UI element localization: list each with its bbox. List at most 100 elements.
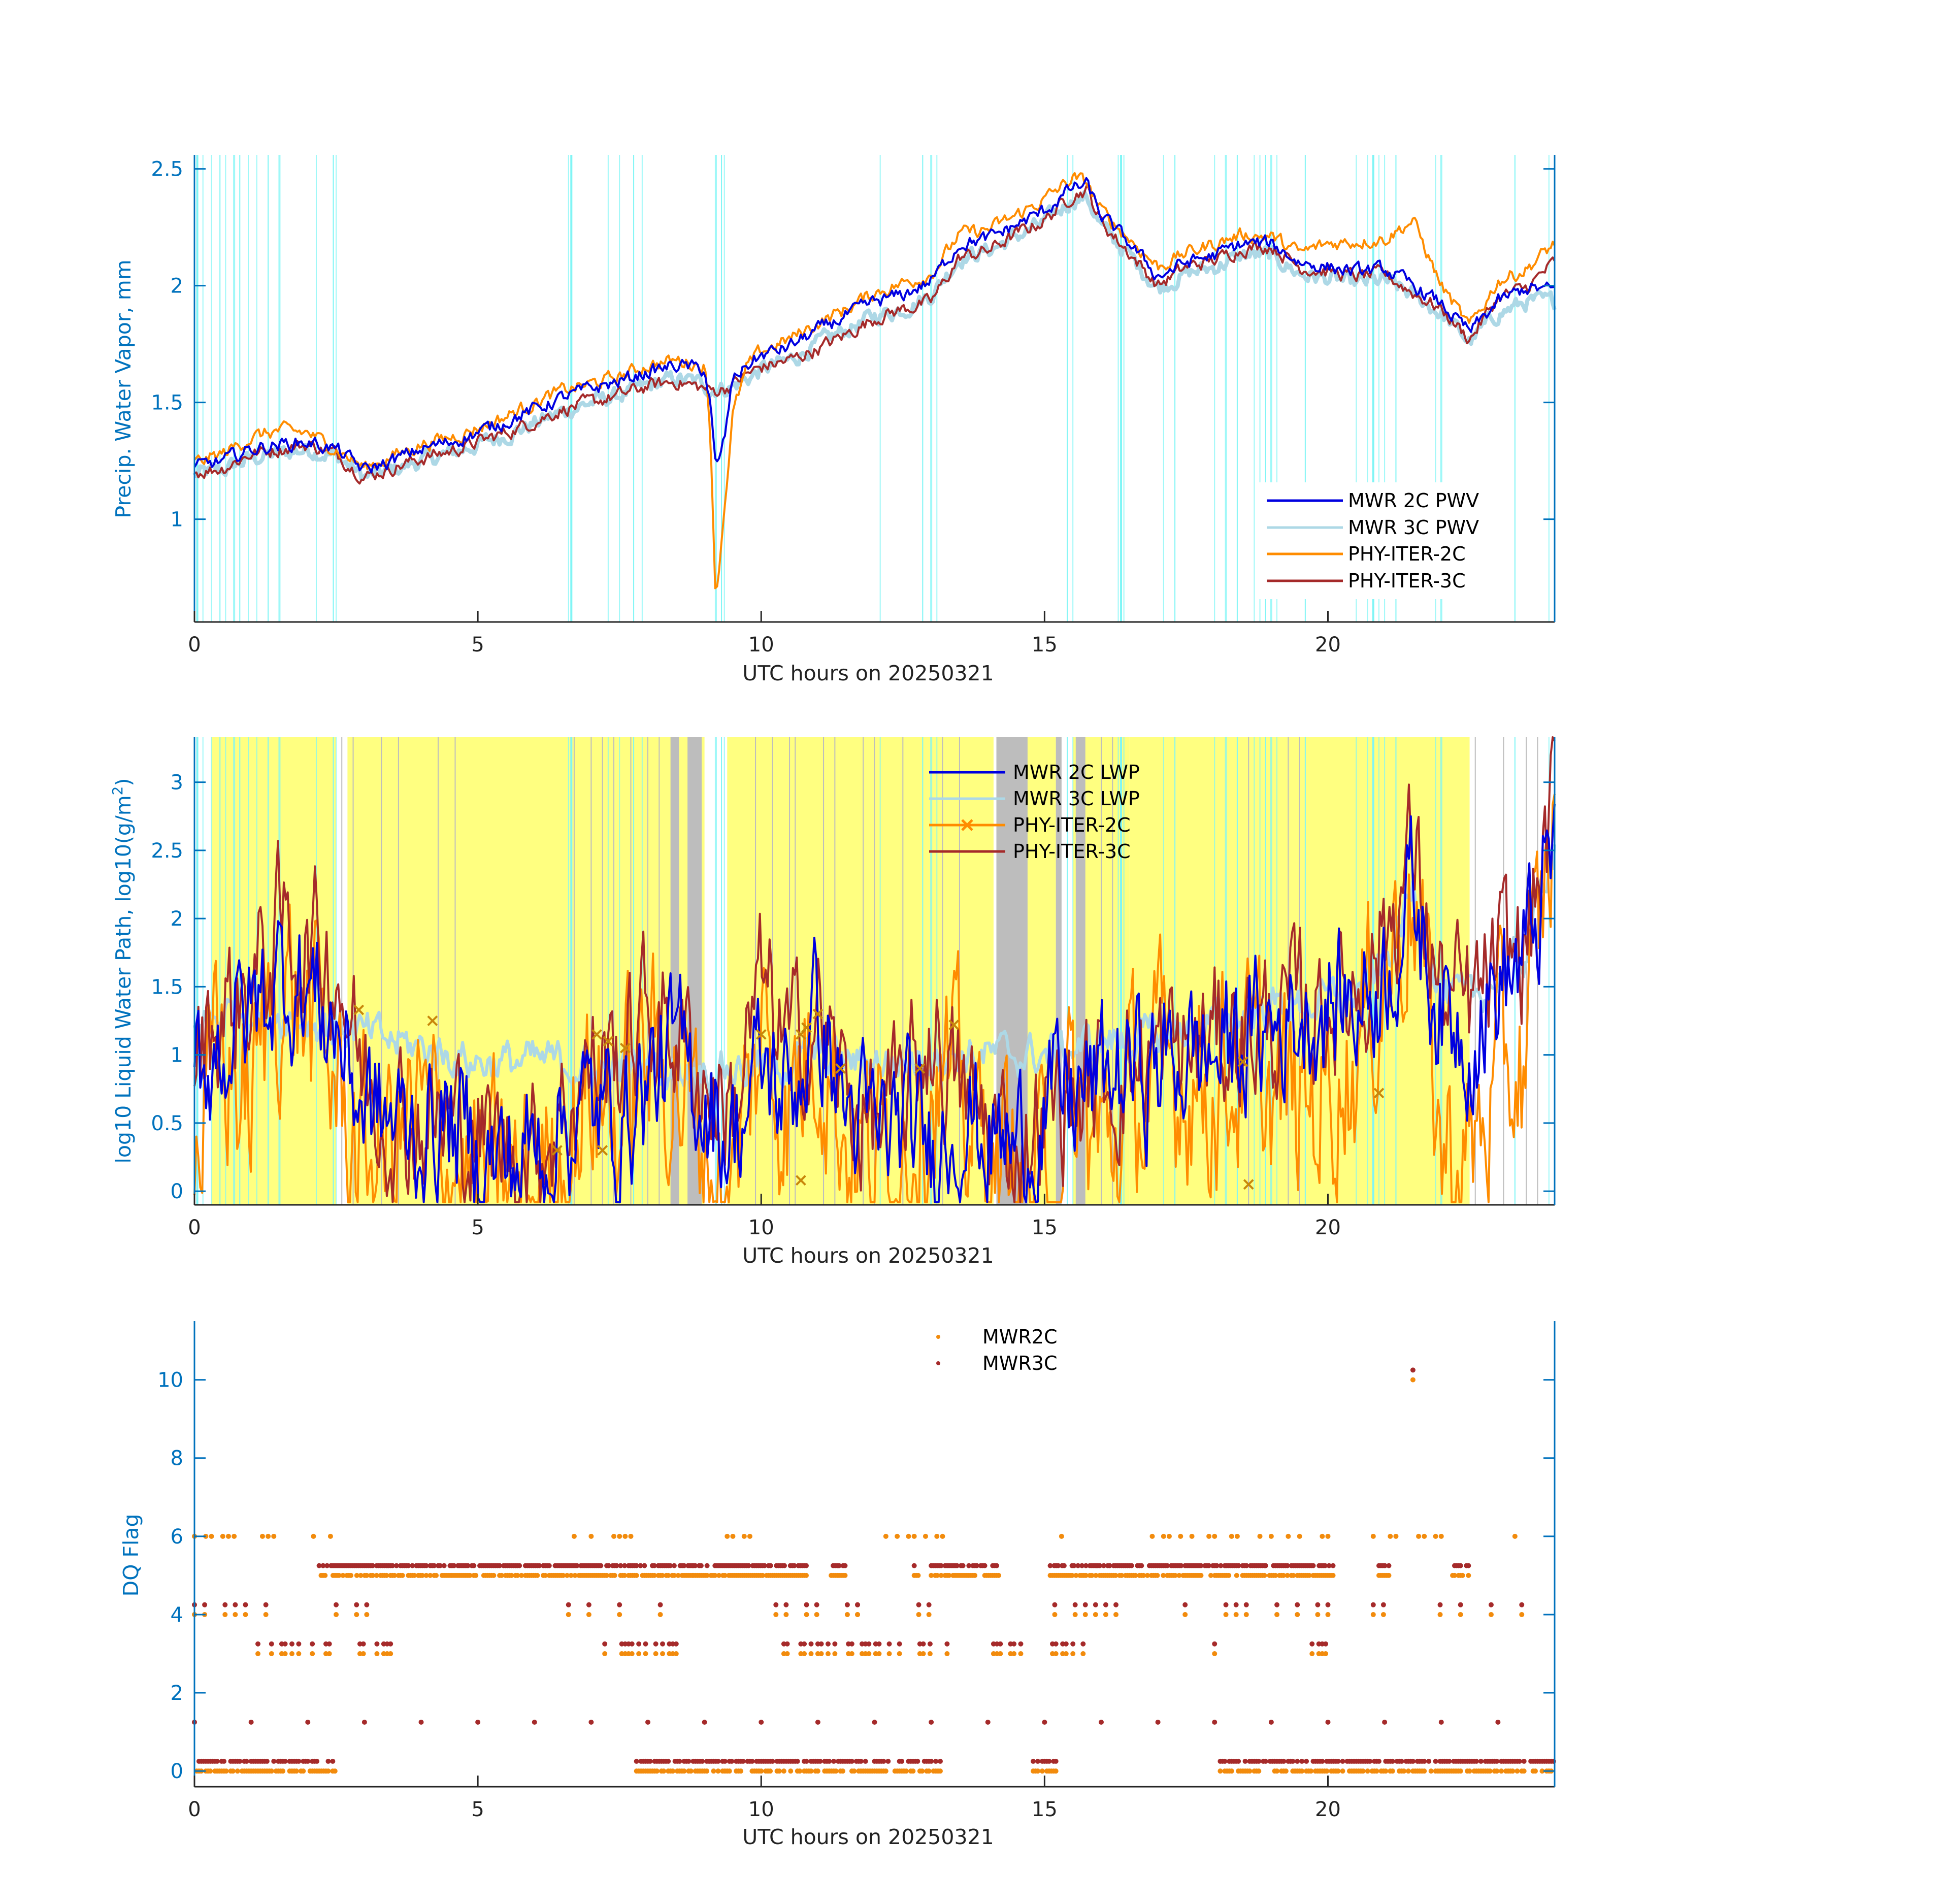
dq-point-mwr3c <box>1326 1563 1332 1568</box>
dq-point-mwr3c <box>911 1563 917 1568</box>
dq-point-mwr2c <box>911 1533 917 1539</box>
dq-point-mwr2c <box>1460 1572 1465 1578</box>
phy2c-x-marker <box>914 1063 926 1074</box>
dq-point-mwr3c <box>1376 1758 1381 1764</box>
dq-x-axis-title: UTC hours on 20250321 <box>742 1825 994 1849</box>
dq-point-mwr2c <box>1063 1651 1069 1656</box>
dq-point-mwr2c <box>1229 1768 1234 1774</box>
gray-flag-line <box>959 737 960 1205</box>
cyan-flag-line <box>219 155 221 622</box>
dq-point-mwr2c <box>1274 1768 1280 1774</box>
dq-point-mwr2c <box>392 1572 398 1578</box>
dq-point-mwr2c <box>1437 1612 1443 1617</box>
dq-point-mwr2c <box>1299 1768 1305 1774</box>
dq-point-mwr3c <box>634 1758 639 1764</box>
dq-point-mwr2c <box>1374 1768 1379 1774</box>
dq-point-mwr2c <box>940 1533 945 1539</box>
dq-point-mwr2c <box>876 1651 882 1656</box>
dq-point-mwr2c <box>1212 1651 1217 1656</box>
dq-point-mwr2c <box>310 1651 315 1656</box>
cyan-flag-line <box>315 155 317 622</box>
dq-point-mwr3c <box>1478 1758 1484 1764</box>
dq-point-mwr2c <box>855 1612 861 1617</box>
dq-point-mwr2c <box>661 1768 667 1774</box>
pwv-series-lines <box>192 172 1557 589</box>
pwv-legend-label-mwr2c: MWR 2C PWV <box>1348 489 1479 512</box>
dq-point-mwr2c <box>1539 1768 1545 1774</box>
dq-point-mwr2c <box>1155 1572 1160 1578</box>
dq-point-mwr3c <box>1206 1563 1212 1568</box>
dq-point-mwr2c <box>738 1768 744 1774</box>
dq-point-mwr2c <box>499 1572 505 1578</box>
dq-point-mwr2c <box>1309 1651 1315 1656</box>
pwv-legend-label-mwr3c: MWR 3C PWV <box>1348 516 1479 539</box>
dq-point-mwr3c <box>1422 1758 1427 1764</box>
x-tick-label: 0 <box>188 1798 201 1821</box>
dq-point-mwr2c <box>712 1572 718 1578</box>
y-tick-label: 1 <box>171 1044 183 1067</box>
dq-point-mwr3c <box>618 1563 623 1568</box>
dq-point-mwr2c <box>1406 1768 1411 1774</box>
dq-point-mwr3c <box>634 1563 639 1568</box>
dq-point-mwr3c <box>815 1719 820 1725</box>
dq-point-mwr3c <box>1107 1563 1112 1568</box>
cyan-flag-line <box>1304 155 1306 622</box>
dq-point-mwr3c <box>642 1563 647 1568</box>
dq-point-mwr2c <box>636 1651 642 1656</box>
dq-point-mwr3c <box>1244 1563 1249 1568</box>
dq-point-mwr3c <box>598 1563 604 1568</box>
dq-point-mwr2c <box>934 1533 940 1539</box>
cyan-flag-line <box>936 737 938 1205</box>
dq-point-mwr3c <box>1446 1758 1452 1764</box>
dq-point-mwr3c <box>818 1641 824 1647</box>
dq-point-mwr3c <box>1438 1719 1444 1725</box>
gray-flag-line <box>590 737 592 1205</box>
dq-point-mwr2c <box>923 1533 928 1539</box>
dq-point-mwr2c <box>243 1612 248 1617</box>
phy2c-x-marker <box>597 1145 608 1156</box>
lwp-legend-label-phy2c: PHY-ITER-2C <box>1013 814 1131 836</box>
cyan-flag-line <box>922 737 924 1205</box>
dq-point-mwr3c <box>1382 1719 1388 1725</box>
dq-point-mwr2c <box>1208 1572 1213 1578</box>
dq-point-mwr2c <box>1149 1533 1155 1539</box>
y-tick-label: 1.5 <box>151 975 183 999</box>
dq-point-mwr2c <box>572 1572 578 1578</box>
dq-point-mwr2c <box>230 1768 236 1774</box>
dq-point-mwr2c <box>1393 1533 1399 1539</box>
cyan-flag-line <box>1395 155 1397 622</box>
dq-point-mwr2c <box>519 1572 524 1578</box>
dq-point-mwr3c <box>770 1758 775 1764</box>
dq-point-mwr2c <box>1176 1572 1182 1578</box>
dq-point-mwr2c <box>282 1651 288 1656</box>
lwp-phy2c-markers <box>353 1004 1385 1190</box>
lwp-legend-marker-phy2c <box>961 819 973 831</box>
dq-point-mwr3c <box>1243 1602 1249 1607</box>
dq-point-mwr2c <box>374 1572 379 1578</box>
dq-point-mwr2c <box>747 1533 752 1539</box>
dq-point-mwr3c <box>740 1758 746 1764</box>
dq-point-mwr2c <box>1082 1612 1088 1617</box>
dq-point-mwr3c <box>836 1563 842 1568</box>
cyan-flag-line <box>714 155 717 622</box>
dq-point-mwr3c <box>1093 1602 1098 1607</box>
dq-point-mwr2c <box>781 1768 786 1774</box>
pwv-ticks: 0 5 10 15 20 1 1.5 2 2.5 <box>151 158 1555 656</box>
pwv-legend-label-phy3c: PHY-ITER-3C <box>1348 570 1466 592</box>
dq-point-mwr3c <box>475 1719 481 1725</box>
cyan-flag-line <box>1117 155 1119 622</box>
dq-point-mwr3c <box>374 1641 380 1647</box>
cyan-flag-line <box>1067 155 1068 622</box>
dq-point-mwr2c <box>1141 1572 1146 1578</box>
dq-point-mwr2c <box>1410 1377 1416 1383</box>
dq-legend-label-mwr2c: MWR2C <box>982 1326 1057 1348</box>
dq-point-mwr2c <box>1161 1572 1166 1578</box>
dq-point-mwr3c <box>1382 1563 1388 1568</box>
cyan-flag-line <box>1367 737 1368 1205</box>
dq-point-mwr3c <box>1080 1641 1086 1647</box>
dq-point-mwr2c <box>851 1768 857 1774</box>
x-tick-label: 5 <box>471 1216 484 1239</box>
phy2c-x-marker <box>948 1020 960 1030</box>
dq-point-mwr2c <box>1458 1612 1463 1617</box>
dq-point-mwr2c <box>866 1651 872 1656</box>
